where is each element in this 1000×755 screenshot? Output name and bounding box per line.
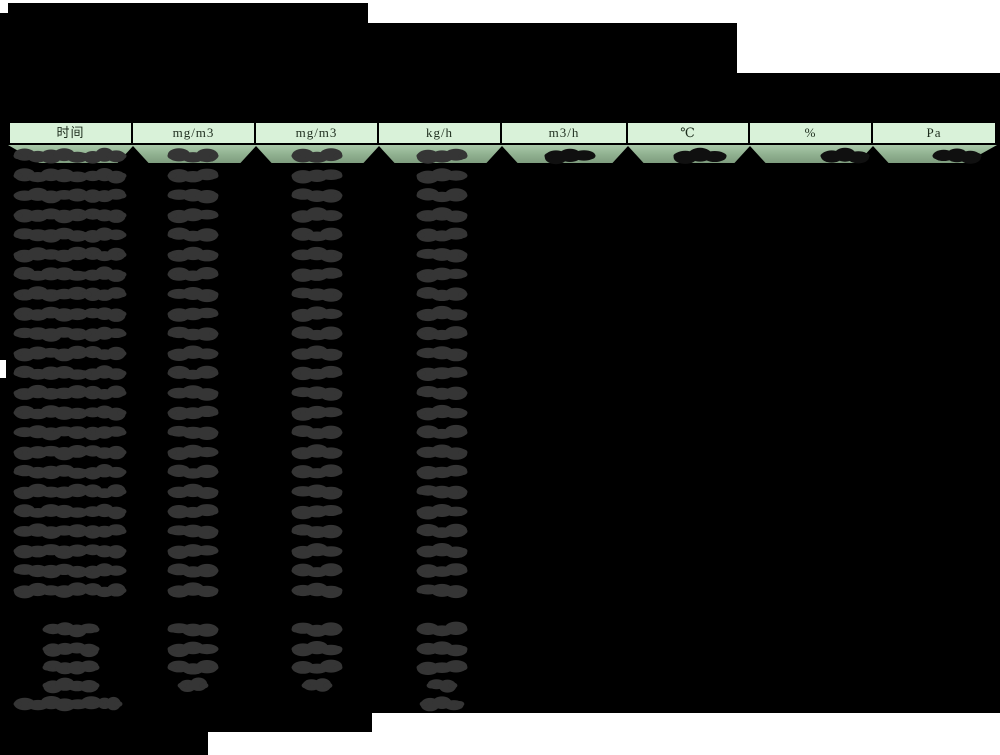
column-header-label: Pa bbox=[926, 125, 942, 140]
page-background-notch bbox=[0, 360, 6, 378]
column-header-pa[interactable]: Pa bbox=[873, 123, 995, 143]
column-header-label: % bbox=[804, 125, 817, 140]
column-header-label: ℃ bbox=[680, 125, 696, 140]
column-header-label: mg/m3 bbox=[172, 125, 215, 140]
column-header-label: kg/h bbox=[425, 125, 454, 140]
redaction-block-bottom-left bbox=[0, 713, 208, 755]
column-header-m3h[interactable]: m3/h bbox=[502, 123, 626, 143]
table-header-row: 时间 mg/m3 mg/m3 kg/h m3/h ℃ % Pa bbox=[8, 121, 997, 146]
column-header-time[interactable]: 时间 bbox=[10, 123, 131, 143]
column-header-mgm3-1[interactable]: mg/m3 bbox=[133, 123, 254, 143]
column-header-label: mg/m3 bbox=[295, 125, 338, 140]
redaction-block-bottom-mid bbox=[208, 713, 372, 732]
redaction-block-main bbox=[0, 73, 1000, 713]
column-header-percent[interactable]: % bbox=[750, 123, 871, 143]
column-header-label: 时间 bbox=[56, 125, 85, 140]
column-header-mgm3-2[interactable]: mg/m3 bbox=[256, 123, 377, 143]
column-header-celsius[interactable]: ℃ bbox=[628, 123, 748, 143]
column-header-label: m3/h bbox=[548, 125, 580, 140]
first-row-strip bbox=[8, 145, 997, 163]
column-header-kgh[interactable]: kg/h bbox=[379, 123, 500, 143]
